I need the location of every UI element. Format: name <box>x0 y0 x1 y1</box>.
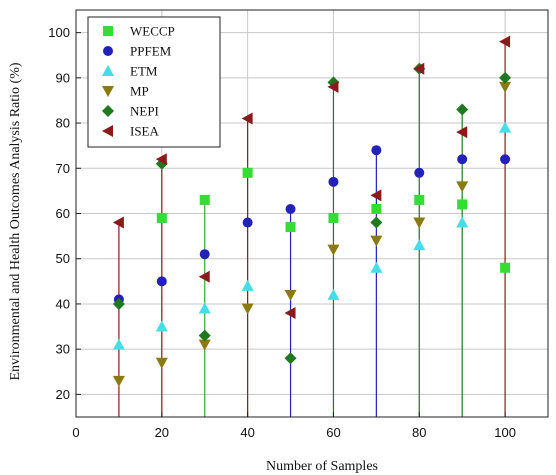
legend: WECCP PPFEM ETM MP NEPI ISEA <box>87 16 221 148</box>
data-point-etm <box>112 338 125 350</box>
y-tick-label: 60 <box>56 206 70 221</box>
data-point-mp <box>327 244 340 256</box>
data-point-mp <box>284 289 297 301</box>
data-point-mp <box>370 235 383 247</box>
data-point-mp <box>112 375 125 387</box>
data-point-weccp <box>414 194 425 205</box>
data-point-isea <box>327 80 339 93</box>
data-point-weccp <box>500 262 511 273</box>
y-tick-label: 40 <box>56 296 70 311</box>
data-point-etm <box>370 261 383 273</box>
tick-layer: 20 30 40 50 60 70 80 90 100 0 20 40 60 80 100 <box>48 25 516 440</box>
legend-label-weccp: WECCP <box>130 24 175 39</box>
legend-label-ppfem: PPFEM <box>130 44 172 59</box>
data-point-weccp <box>457 199 468 210</box>
data-point-ppfem <box>414 167 425 178</box>
y-tick-label: 70 <box>56 161 70 176</box>
data-point-ppfem <box>156 276 167 287</box>
data-point-weccp <box>242 167 253 178</box>
data-point-weccp <box>199 194 210 205</box>
data-point-ppfem <box>457 154 468 165</box>
data-point-mp <box>456 181 469 193</box>
legend-label-etm: ETM <box>130 64 158 79</box>
legend-label-isea: ISEA <box>130 124 160 139</box>
data-point-isea <box>499 35 511 48</box>
data-point-isea <box>284 306 296 319</box>
data-point-etm <box>327 288 340 300</box>
data-point-etm <box>241 279 254 291</box>
data-point-etm <box>155 320 168 332</box>
data-point-ppfem <box>242 217 253 228</box>
legend-marker-mp <box>102 86 114 97</box>
x-tick-label: 20 <box>155 425 169 440</box>
x-tick-label: 100 <box>494 425 516 440</box>
data-point-nepi <box>456 103 469 116</box>
y-tick-label: 80 <box>56 116 70 131</box>
data-point-etm <box>499 121 512 133</box>
y-axis-label: Environmental and Health Outcomes Analys… <box>8 62 23 380</box>
legend-marker-weccp <box>103 26 113 36</box>
legend-label-nepi: NEPI <box>130 104 159 119</box>
y-tick-label: 90 <box>56 70 70 85</box>
data-point-isea <box>112 216 124 229</box>
data-point-ppfem <box>328 176 339 187</box>
legend-marker-ppfem <box>103 46 113 56</box>
legend-label-mp: MP <box>130 84 149 99</box>
data-point-isea <box>456 126 468 139</box>
data-point-ppfem <box>500 154 511 165</box>
data-point-weccp <box>156 213 167 224</box>
y-tick-label: 30 <box>56 342 70 357</box>
legend-marker-nepi <box>102 105 114 117</box>
data-point-isea <box>413 62 425 75</box>
data-point-nepi <box>499 71 512 84</box>
data-point-weccp <box>371 203 382 214</box>
data-point-weccp <box>285 222 296 233</box>
data-point-nepi <box>284 352 297 365</box>
x-tick-label: 80 <box>412 425 426 440</box>
y-tick-label: 100 <box>48 25 70 40</box>
data-point-mp <box>155 357 168 369</box>
x-axis-label: Number of Samples <box>266 459 378 474</box>
data-point-nepi <box>370 216 383 229</box>
data-point-isea <box>370 189 382 202</box>
data-point-ppfem <box>371 145 382 156</box>
legend-box <box>87 16 221 148</box>
x-tick-label: 40 <box>240 425 254 440</box>
data-point-isea <box>241 112 253 125</box>
legend-marker-isea <box>102 125 113 137</box>
data-point-mp <box>198 339 211 351</box>
data-point-mp <box>413 217 426 229</box>
data-point-etm <box>413 239 426 251</box>
data-point-isea <box>198 270 210 283</box>
data-point-mp <box>241 303 254 315</box>
data-point-ppfem <box>199 249 210 260</box>
data-point-ppfem <box>285 203 296 214</box>
point-layer <box>112 35 512 387</box>
data-point-nepi <box>198 329 211 342</box>
x-tick-label: 60 <box>326 425 340 440</box>
data-point-etm <box>198 302 211 314</box>
y-tick-label: 50 <box>56 251 70 266</box>
legend-marker-etm <box>102 65 114 76</box>
data-point-nepi <box>112 297 125 310</box>
x-tick-label: 0 <box>72 425 79 440</box>
y-tick-label: 20 <box>56 387 70 402</box>
data-point-mp <box>499 81 512 93</box>
data-point-etm <box>456 216 469 228</box>
data-point-isea <box>155 153 167 166</box>
data-point-weccp <box>328 213 339 224</box>
